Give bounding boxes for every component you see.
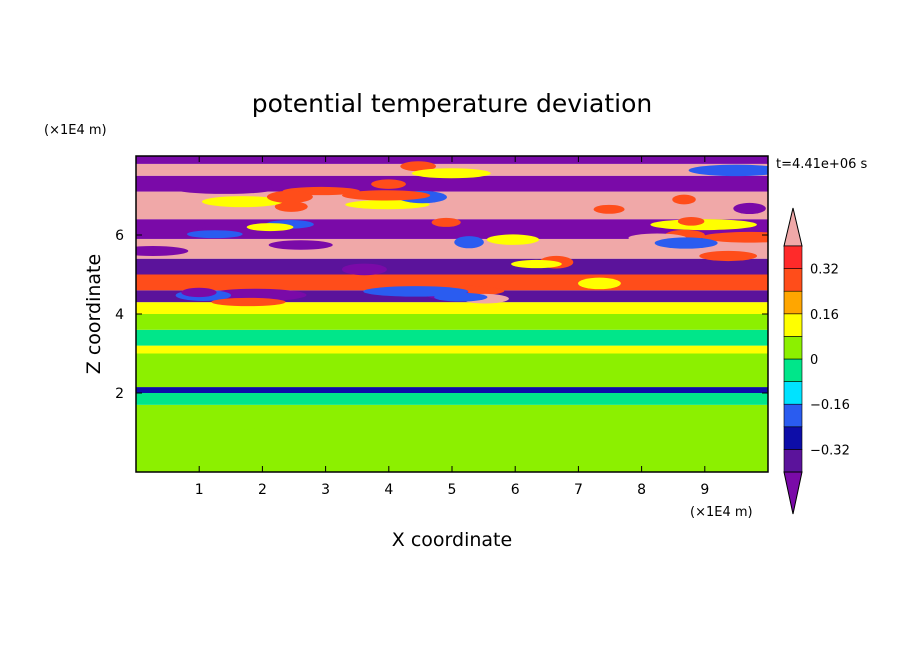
heatmap-feature (688, 164, 768, 177)
heatmap-band (136, 387, 768, 393)
heatmap-feature (204, 288, 307, 302)
heatmap-feature (454, 236, 484, 249)
colorbar-tick-label: 0.16 (810, 308, 839, 323)
heatmap-feature (694, 418, 751, 423)
heatmap-feature (345, 200, 430, 210)
heatmap-band (136, 393, 768, 405)
x-axis-label: X coordinate (392, 529, 512, 551)
heatmap-feature (181, 287, 217, 298)
y-tick-label: 2 (115, 386, 124, 402)
x-tick-label: 4 (384, 482, 393, 498)
heatmap-feature (211, 297, 286, 307)
heatmap-feature (346, 446, 380, 455)
heatmap-feature (486, 234, 540, 245)
heatmap-band (136, 314, 768, 330)
x-axis: 1 2 3 4 5 6 7 8 9 (195, 156, 709, 498)
colorbar-tick-label: 0 (810, 353, 818, 368)
plot-area (136, 156, 768, 472)
heatmap-feature (371, 179, 406, 189)
heatmap-feature (192, 442, 232, 448)
heatmap-feature (136, 245, 189, 256)
heatmap-feature (650, 219, 757, 231)
x-tick-label: 8 (637, 482, 646, 498)
heatmap-feature (274, 201, 308, 212)
heatmap-feature (201, 196, 283, 208)
heatmap-feature (566, 434, 633, 441)
heatmap-feature (175, 457, 228, 466)
colorbar-tick-label: 0.32 (810, 263, 839, 278)
heatmap-feature (672, 194, 696, 205)
heatmap-feature (136, 219, 208, 232)
heatmap-feature (593, 204, 625, 214)
heatmap-feature (266, 190, 313, 204)
heatmap-feature (434, 292, 488, 302)
colorbar-tick-label: −0.32 (810, 443, 850, 458)
heatmap-feature (661, 439, 758, 446)
heatmap-feature (542, 408, 616, 414)
time-label: t=4.41e+06 s (776, 157, 868, 172)
heatmap-feature (471, 432, 502, 438)
heatmap-feature (677, 216, 705, 226)
x-tick-label: 3 (321, 482, 330, 498)
heatmap-feature (342, 190, 431, 201)
colorbar-segment (783, 381, 803, 405)
colorbar-segment (783, 403, 803, 428)
heatmap-feature (654, 237, 718, 249)
heatmap-feature (186, 230, 243, 239)
heatmap-feature (268, 240, 333, 250)
heatmap-band (136, 404, 768, 472)
heatmap-feature (175, 184, 274, 194)
colorbar-segment (783, 449, 803, 473)
colorbar-segment (783, 245, 803, 269)
chart-title: potential temperature deviation (252, 89, 652, 118)
heatmap-feature (411, 168, 491, 179)
x-tick-label: 5 (448, 482, 457, 498)
heatmap-band (136, 329, 768, 346)
colorbar-segment (783, 336, 803, 360)
x-tick-label: 7 (574, 482, 583, 498)
colorbar-segment (783, 358, 803, 382)
x-tick-label: 9 (700, 482, 709, 498)
heatmap-band (136, 353, 768, 388)
heatmap-feature (246, 223, 294, 232)
heatmap-feature (239, 427, 337, 436)
colorbar-segment (783, 268, 803, 292)
y-tick-label: 6 (115, 228, 124, 244)
heatmap-feature (699, 250, 758, 262)
y-tick-label: 4 (115, 307, 124, 323)
x-tick-label: 2 (258, 482, 267, 498)
colorbar-segment (783, 426, 803, 450)
x-axis-unit: (×1E4 m) (690, 505, 753, 520)
heatmap-band (136, 258, 768, 275)
heatmap-band (136, 345, 768, 354)
x-tick-label: 6 (511, 482, 520, 498)
heatmap-feature (271, 180, 306, 189)
heatmap-feature (298, 445, 338, 453)
heatmap-feature (400, 161, 437, 172)
heatmap-feature (194, 421, 266, 430)
heatmap-feature (733, 202, 766, 215)
x-tick-label: 1 (195, 482, 204, 498)
y-axis: 2 4 6 (115, 228, 768, 402)
colorbar-segment (783, 313, 803, 337)
heatmap-feature (349, 246, 376, 259)
colorbar-segment (783, 290, 803, 315)
heatmap-feature (578, 277, 621, 290)
heatmap-band (136, 302, 768, 314)
y-axis-label: Z coordinate (83, 254, 105, 374)
colorbar-tick-label: −0.16 (810, 398, 850, 413)
colorbar-over-arrow (783, 207, 803, 247)
heatmap-feature (511, 259, 562, 269)
colorbar: −0.32 −0.16 0 0.16 0.32 (783, 207, 850, 515)
heatmap-feature (606, 423, 650, 430)
colorbar-under-arrow (783, 471, 803, 515)
heatmap-feature (341, 263, 388, 276)
y-axis-unit: (×1E4 m) (44, 123, 107, 138)
heatmap-feature (431, 217, 461, 227)
heatmap-feature (701, 231, 768, 243)
